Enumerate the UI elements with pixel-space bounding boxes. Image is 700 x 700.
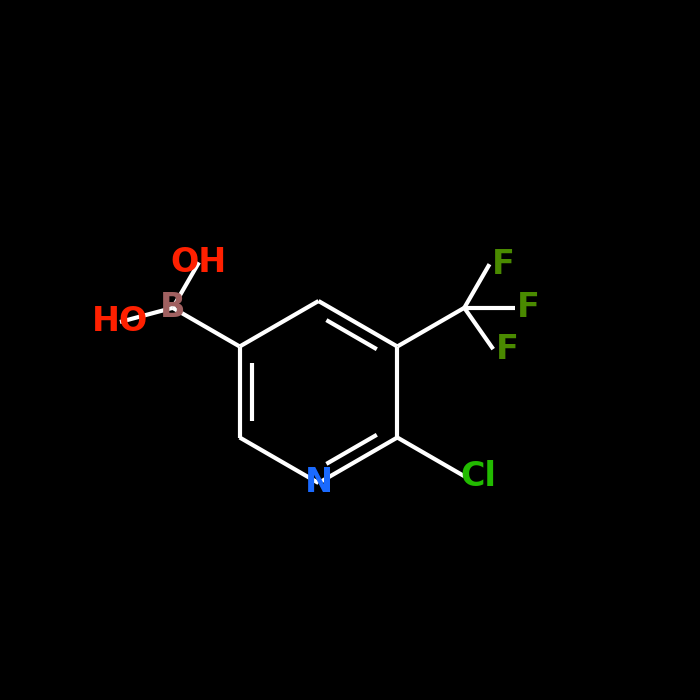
Text: Cl: Cl: [461, 460, 496, 493]
Text: F: F: [496, 332, 519, 365]
Text: OH: OH: [171, 246, 227, 279]
Text: B: B: [160, 291, 186, 324]
Text: N: N: [304, 466, 332, 500]
Text: HO: HO: [92, 305, 148, 339]
Text: F: F: [517, 291, 540, 324]
Text: F: F: [492, 248, 515, 281]
